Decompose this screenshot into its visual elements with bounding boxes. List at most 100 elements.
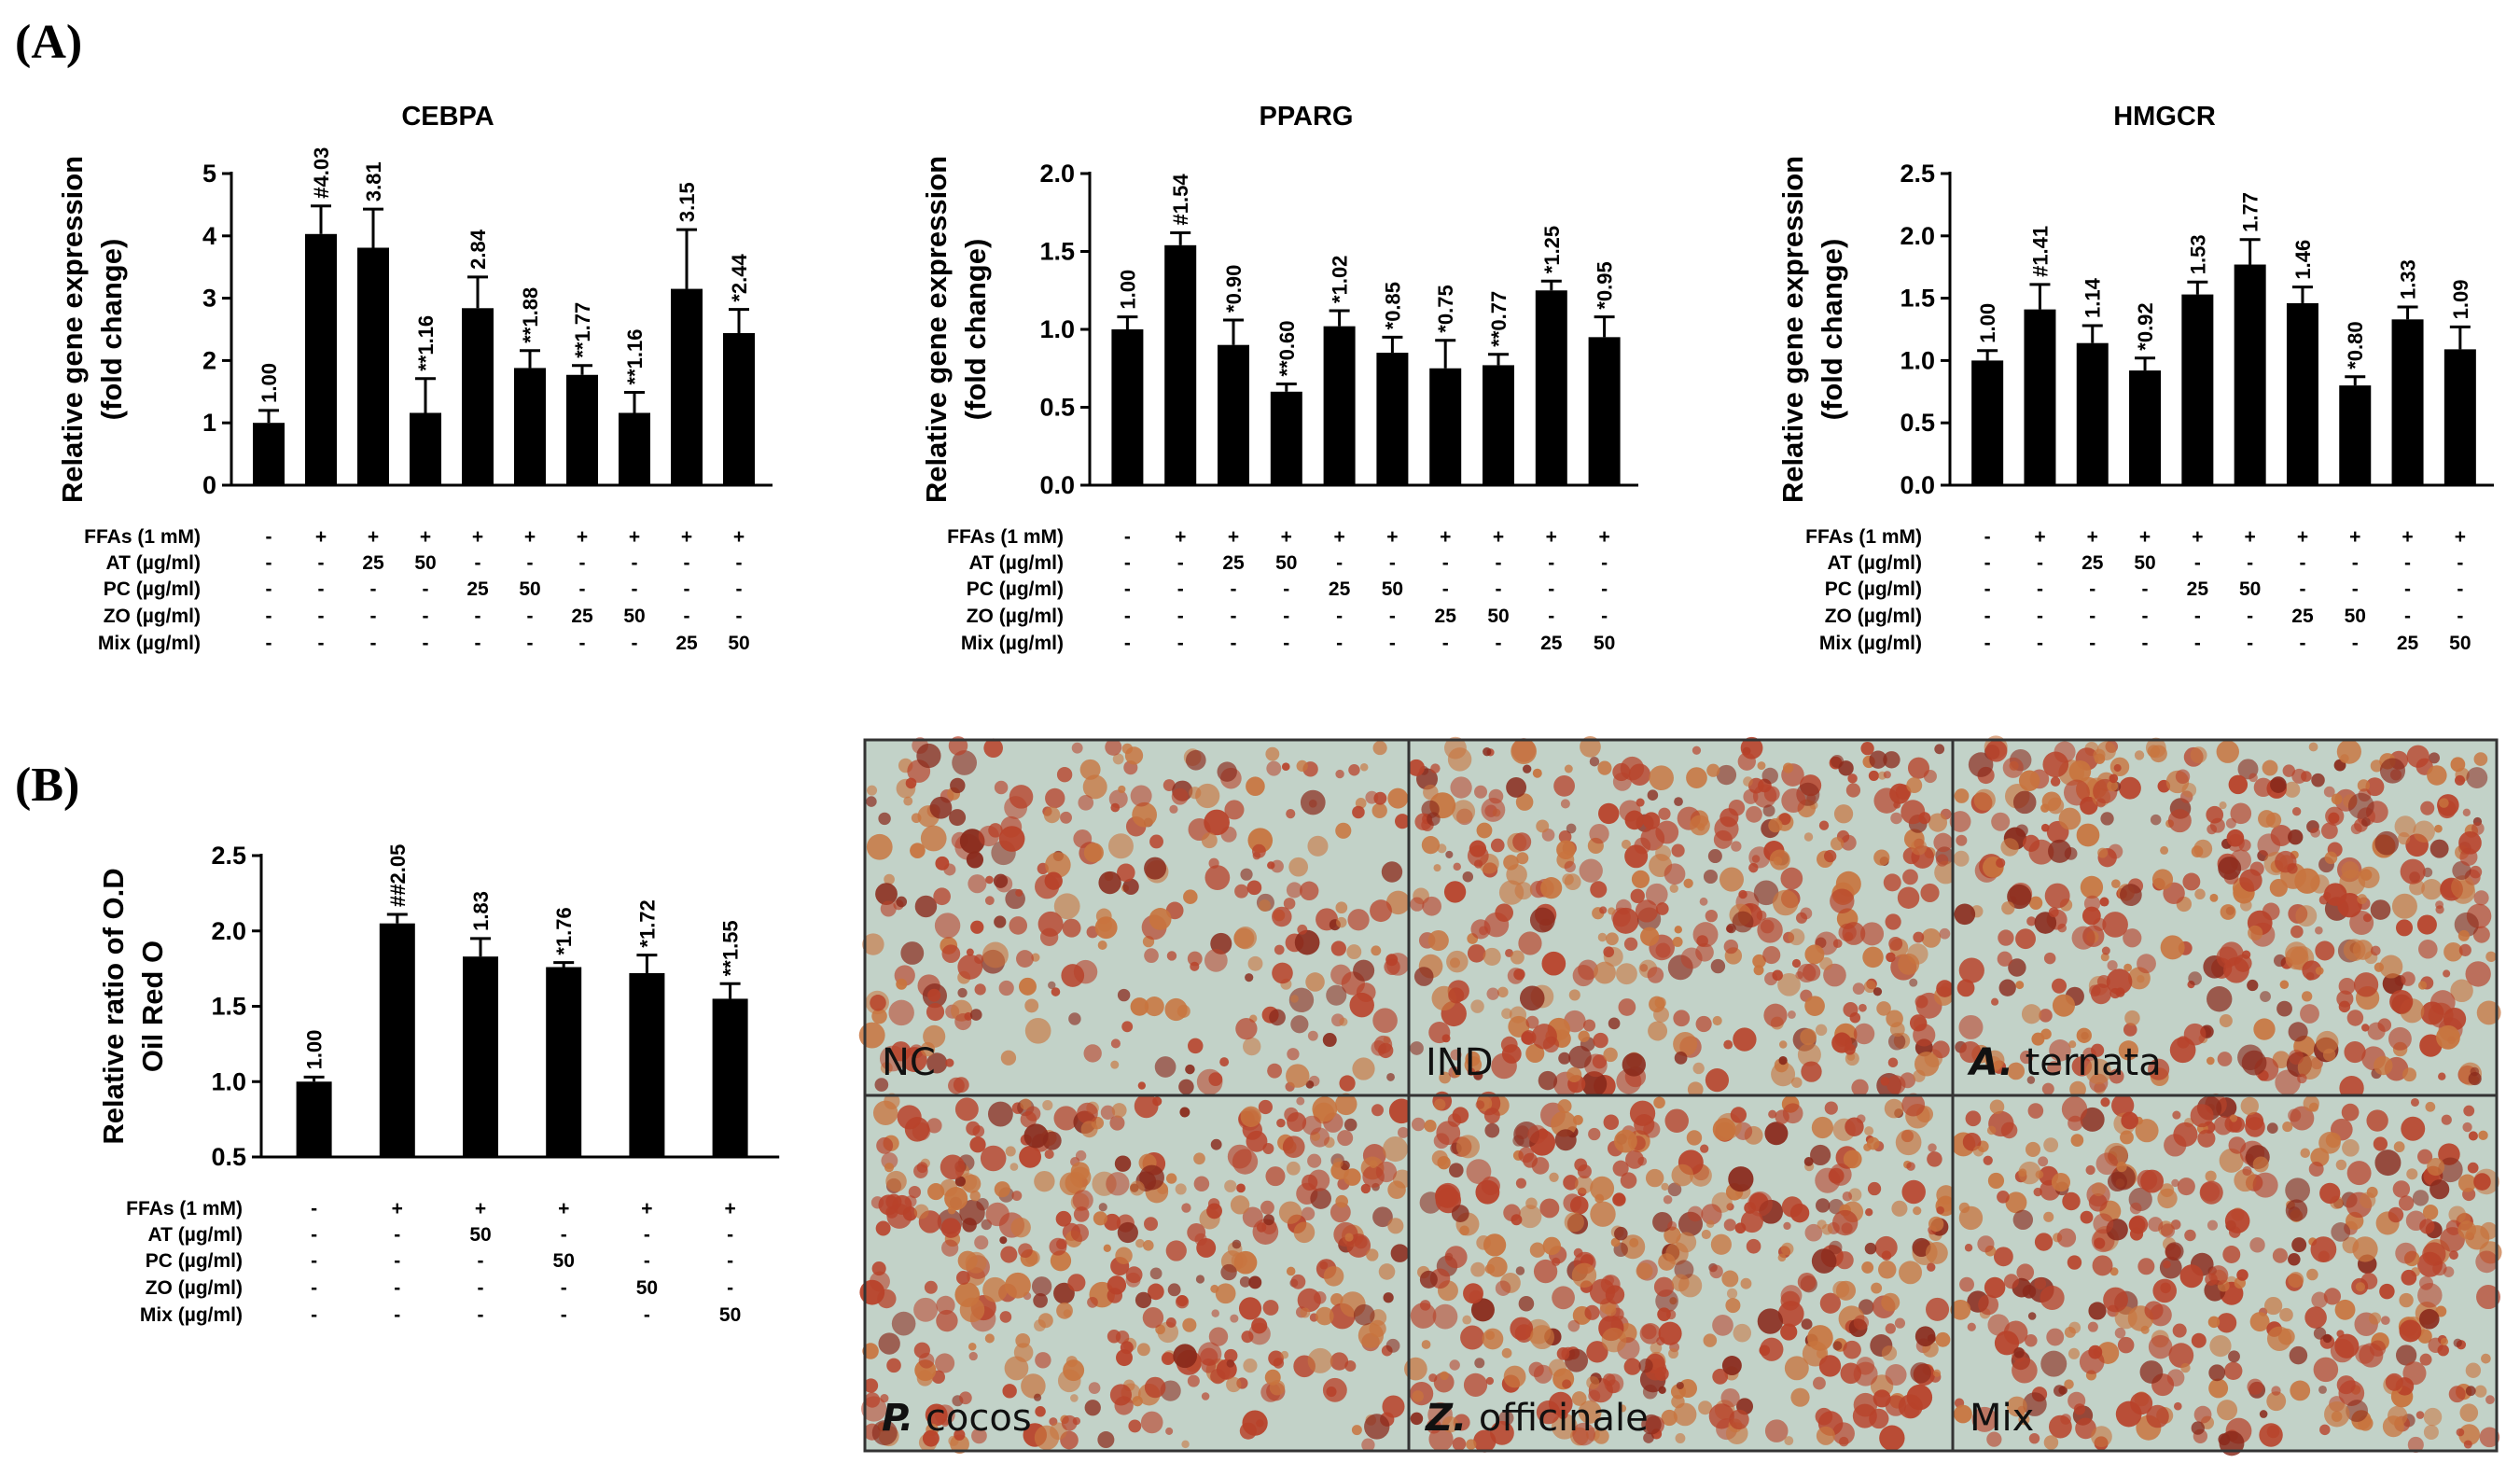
stained-cell	[1528, 1361, 1544, 1377]
data-label: *0.85	[1381, 282, 1404, 329]
condition-value: -	[2247, 606, 2253, 627]
stained-cell	[1710, 958, 1726, 974]
stained-cell	[1330, 1292, 1344, 1306]
stained-cell	[1135, 1291, 1152, 1309]
stained-cell	[2290, 925, 2304, 939]
stained-cell	[1035, 1406, 1046, 1417]
condition-value: +	[724, 1198, 735, 1219]
data-label: 3.81	[362, 161, 385, 202]
stained-cell	[1313, 1290, 1327, 1304]
stained-cell	[1719, 808, 1739, 828]
stained-cell	[1784, 1356, 1809, 1381]
stained-cell	[2006, 1396, 2027, 1417]
stained-cell	[2040, 1285, 2065, 1311]
condition-label: ZO (µg/ml)	[104, 606, 201, 627]
stained-cell	[2331, 793, 2343, 805]
stained-cell	[1307, 1347, 1333, 1373]
stained-cell	[1310, 1188, 1331, 1209]
stained-cell	[2416, 914, 2437, 935]
stained-cell	[1189, 787, 1202, 800]
stained-cell	[1734, 1222, 1747, 1234]
condition-value: +	[733, 526, 745, 548]
data-label: 1.00	[303, 1030, 327, 1070]
stained-cell	[1997, 1190, 2010, 1204]
stained-cell	[2120, 884, 2142, 906]
condition-value: -	[1984, 633, 1991, 654]
stained-cell	[2181, 783, 2197, 798]
stained-cell	[1804, 1223, 1823, 1242]
y-tick-label: 0.0	[1900, 471, 1935, 499]
condition-value: 50	[1275, 552, 1297, 574]
stained-cell	[1832, 939, 1843, 949]
stained-cell	[1043, 806, 1061, 824]
stained-cell	[1927, 1262, 1936, 1272]
stained-cell	[1078, 794, 1094, 811]
micrograph-label-genus: Z.	[1424, 1397, 1467, 1440]
stained-cell	[1178, 1079, 1194, 1095]
stained-cell	[1246, 880, 1262, 896]
stained-cell	[1622, 1052, 1646, 1077]
stained-cell	[1473, 859, 1483, 869]
stained-cell	[982, 941, 1009, 968]
y-axis-label: Relative ratio of O.D	[97, 868, 130, 1144]
stained-cell	[1958, 1205, 1984, 1231]
stained-cell	[2107, 780, 2119, 792]
stained-cell	[955, 1271, 970, 1285]
stained-cell	[2357, 894, 2368, 904]
stained-cell	[1034, 1170, 1055, 1192]
stained-cell	[1344, 1118, 1357, 1132]
stained-cell	[871, 1420, 898, 1446]
y-tick-label: 0.5	[211, 1143, 246, 1171]
stained-cell	[1312, 1096, 1338, 1122]
stained-cell	[2436, 1024, 2460, 1050]
y-tick-label: 0.0	[1039, 471, 1075, 499]
stained-cell	[1971, 1406, 1998, 1432]
stained-cell	[1452, 800, 1476, 824]
stained-cell	[1272, 962, 1293, 984]
stained-cell	[1021, 1373, 1046, 1399]
stained-cell	[1335, 822, 1352, 839]
condition-value: -	[2089, 606, 2095, 627]
stained-cell	[1901, 1093, 1926, 1117]
stained-cell	[2400, 858, 2426, 885]
data-label: #1.41	[2028, 226, 2052, 277]
stained-cell	[1057, 1369, 1081, 1393]
stained-cell	[2041, 791, 2062, 812]
stained-cell	[1673, 1402, 1697, 1427]
stained-cell	[2402, 1067, 2417, 1082]
stained-cell	[1035, 1352, 1051, 1369]
stained-cell	[1914, 1326, 1936, 1347]
stained-cell	[1851, 1079, 1869, 1096]
stained-cell	[2216, 740, 2239, 763]
stained-cell	[2485, 1395, 2495, 1405]
stained-cell	[1844, 1043, 1856, 1055]
stained-cell	[2208, 1364, 2226, 1382]
stained-cell	[1296, 1096, 1305, 1106]
stained-cell	[1879, 1425, 1905, 1451]
bar	[566, 374, 598, 485]
stained-cell	[1382, 1136, 1409, 1163]
stained-cell	[2172, 1323, 2187, 1338]
condition-value: -	[1389, 606, 1396, 627]
bar	[1218, 344, 1249, 485]
stained-cell	[1597, 932, 1608, 942]
stained-cell	[954, 1097, 979, 1122]
stained-cell	[1330, 941, 1346, 956]
stained-cell	[1080, 1121, 1098, 1138]
stained-cell	[2291, 1237, 2307, 1253]
stained-cell	[1863, 980, 1877, 994]
bar	[1323, 326, 1356, 485]
y-axis-label: Relative gene expression	[920, 156, 953, 503]
stained-cell	[2123, 928, 2142, 948]
stained-cell	[1897, 886, 1920, 909]
stained-cell	[1231, 1252, 1247, 1269]
stained-cell	[1597, 760, 1612, 775]
stained-cell	[2485, 951, 2497, 963]
y-tick-label: 2.0	[1900, 222, 1935, 250]
stained-cell	[1641, 1414, 1662, 1435]
stained-cell	[1536, 1400, 1561, 1425]
stained-cell	[1121, 743, 1134, 755]
stained-cell	[1902, 869, 1918, 885]
stained-cell	[1925, 1241, 1948, 1264]
micrograph-label: NC	[882, 1041, 936, 1084]
